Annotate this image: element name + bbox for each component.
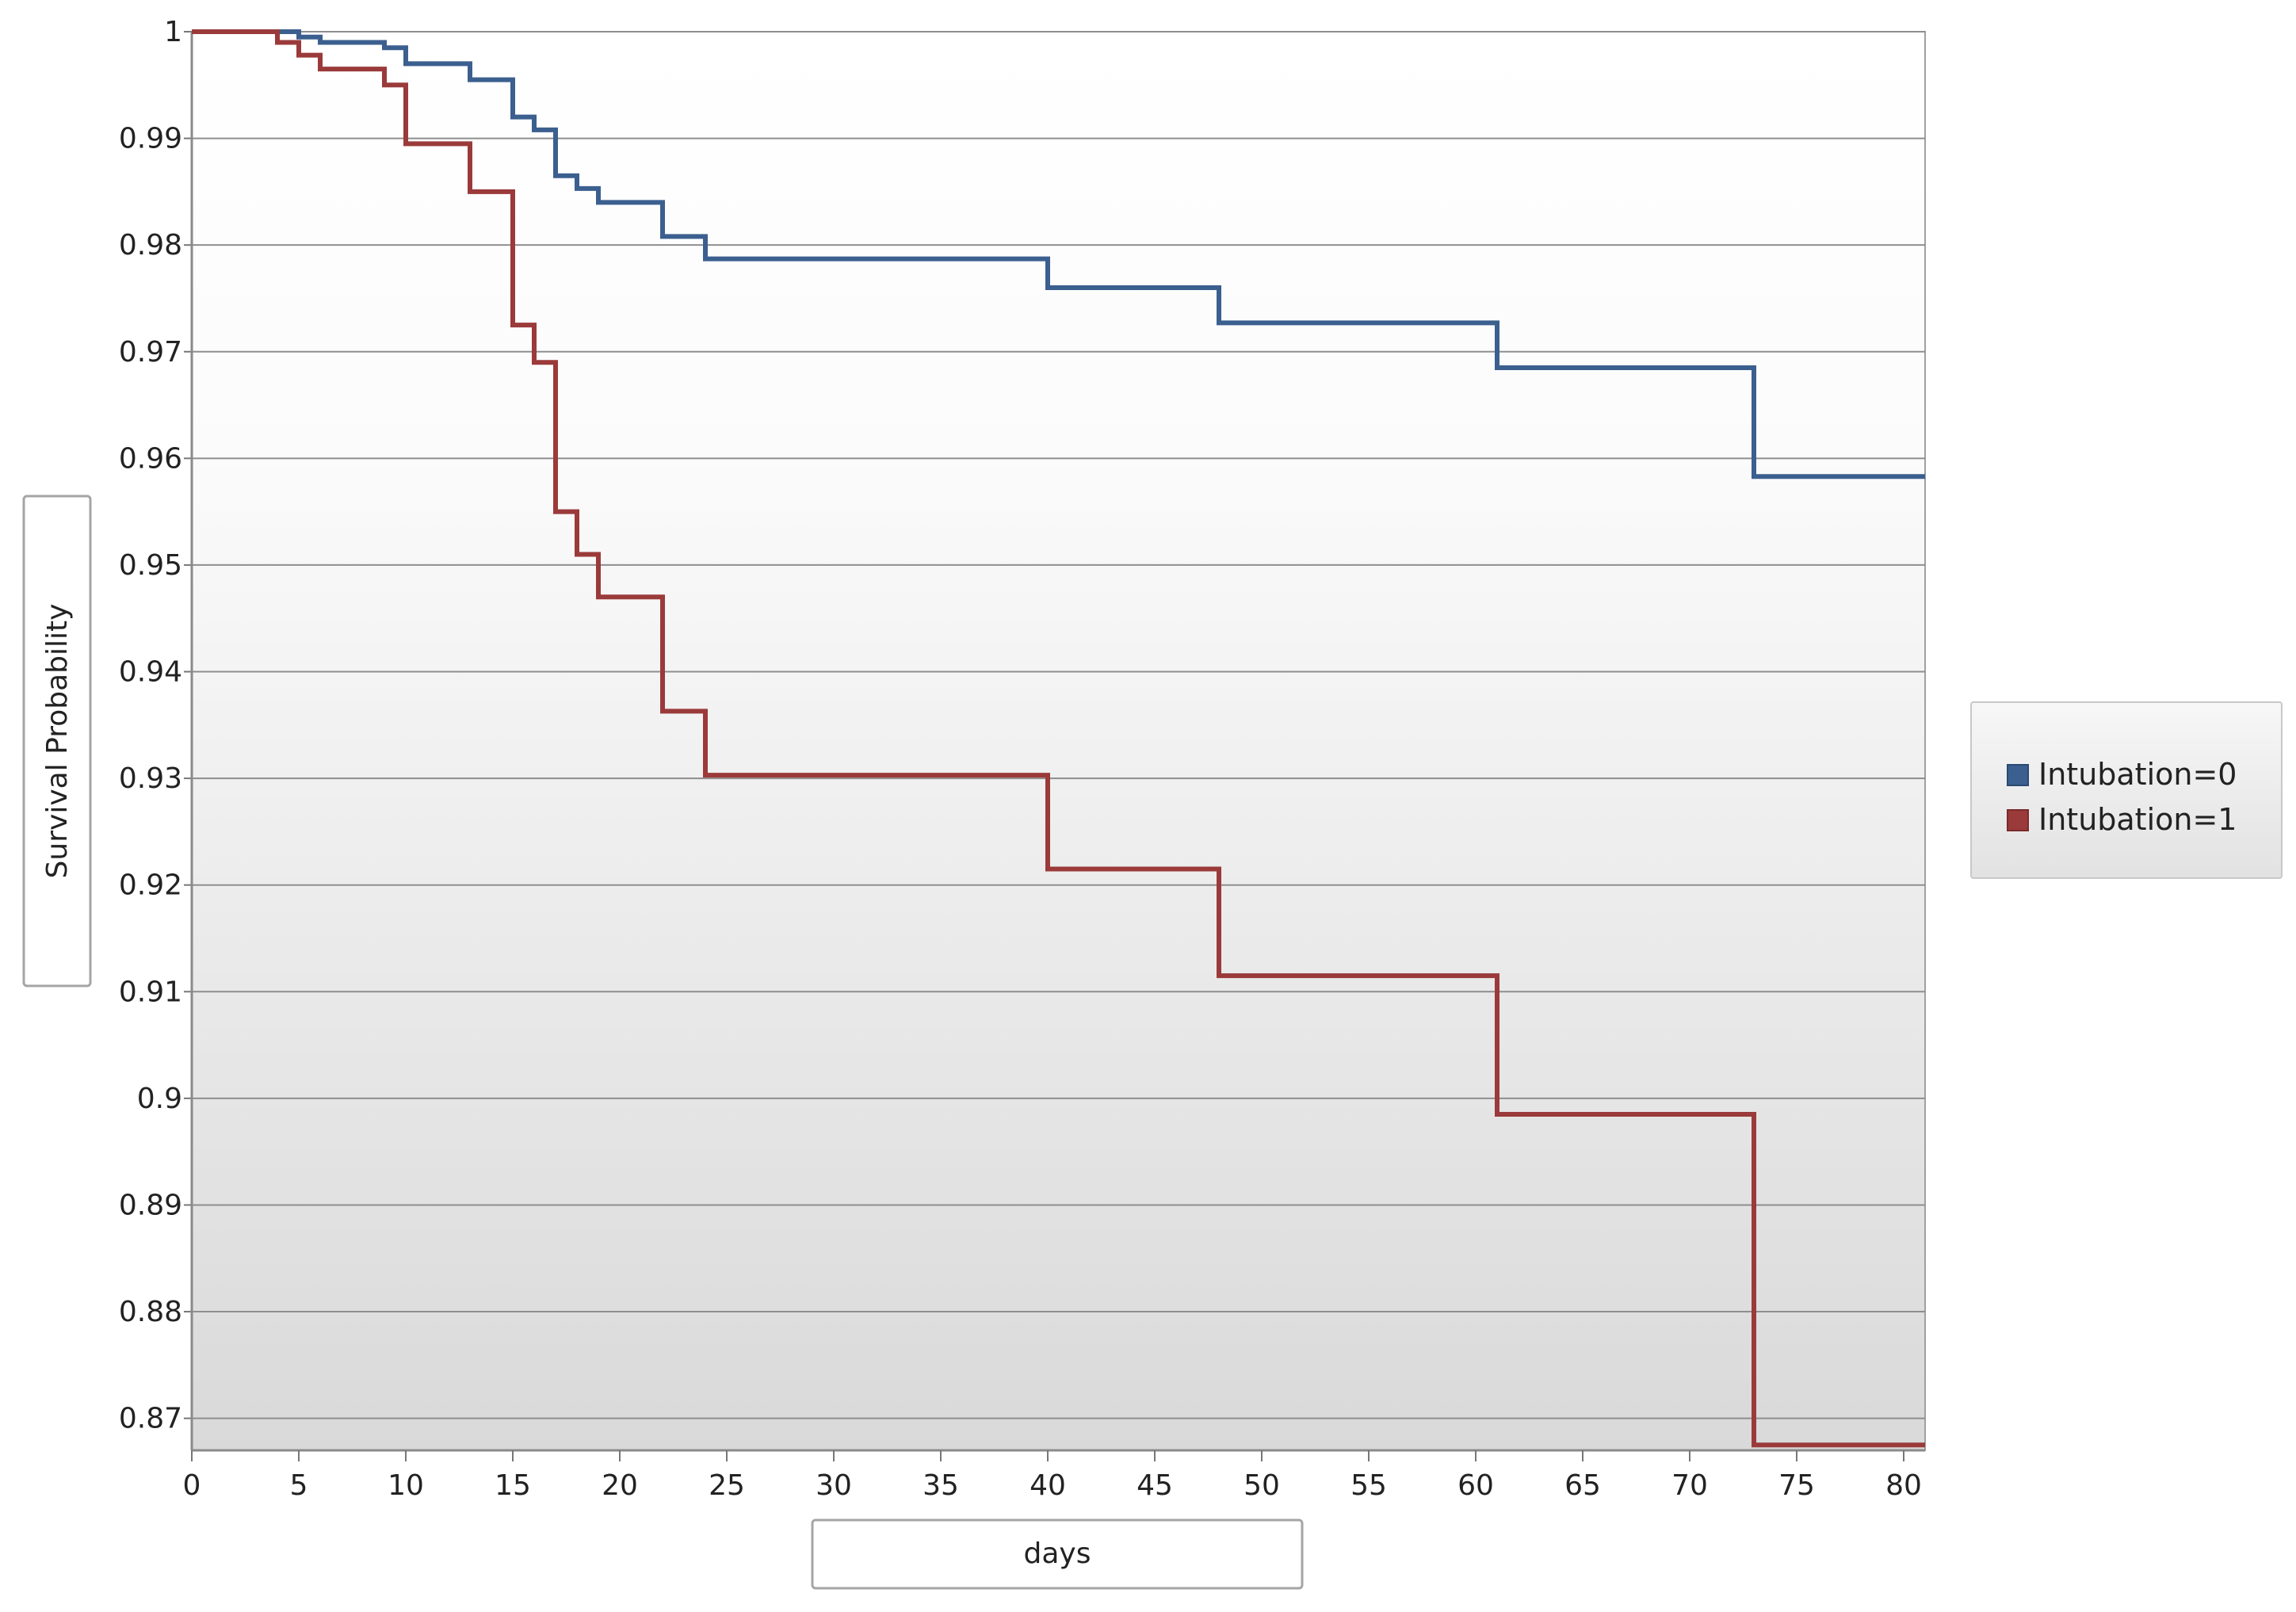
- y-tick-label: 1: [164, 16, 182, 48]
- x-axis: 0 5 10 15 20 25 30 35 40 45 50 55 60 65 70 75 80: [183, 1449, 1925, 1502]
- y-axis: 1 0.99 0.98 0.97 0.96 0.95 0.94 0.93 0.92 0.91 0.9…: [119, 16, 193, 1450]
- y-tick-label: 0.91: [119, 976, 182, 1008]
- y-tick-label: 0.96: [119, 442, 182, 475]
- legend-swatch-intubation-0: [2007, 764, 2029, 786]
- x-tick-label: 55: [1350, 1469, 1387, 1502]
- legend-box: [1970, 701, 2283, 879]
- y-tick-label: 0.9: [137, 1083, 182, 1115]
- legend-swatch-intubation-1: [2007, 809, 2029, 831]
- y-tick-label: 0.95: [119, 549, 182, 582]
- y-tick-label: 0.98: [119, 229, 182, 262]
- series-line-intubation-1: [192, 29, 1925, 1448]
- legend-label-intubation-0: Intubation=0: [2038, 757, 2237, 792]
- x-axis-title: days: [1024, 1538, 1091, 1570]
- x-tick-label: 45: [1137, 1469, 1173, 1502]
- y-tick-label: 0.92: [119, 869, 182, 902]
- x-tick-label: 0: [183, 1469, 201, 1502]
- x-tick-label: 80: [1885, 1469, 1922, 1502]
- x-tick-label: 70: [1671, 1469, 1708, 1502]
- y-tick-label: 0.87: [119, 1403, 182, 1435]
- y-tick-label: 0.89: [119, 1189, 182, 1221]
- x-tick-label: 15: [495, 1469, 531, 1502]
- x-tick-label: 35: [923, 1469, 959, 1502]
- y-tick-label: 0.88: [119, 1296, 182, 1328]
- x-tick-label: 50: [1244, 1469, 1280, 1502]
- x-tick-label: 20: [602, 1469, 638, 1502]
- x-tick-label: 30: [816, 1469, 852, 1502]
- x-tick-label: 10: [388, 1469, 424, 1502]
- x-tick-label: 60: [1457, 1469, 1494, 1502]
- series-line-intubation-0: [192, 29, 1925, 479]
- x-axis-title-box: [811, 1518, 1304, 1590]
- grid-lines: [192, 31, 1925, 1419]
- x-tick-label: 5: [290, 1469, 308, 1502]
- x-tick-label: 65: [1564, 1469, 1601, 1502]
- legend-label-intubation-1: Intubation=1: [2038, 802, 2237, 837]
- y-axis-title-box: [22, 495, 92, 987]
- x-tick-label: 40: [1030, 1469, 1066, 1502]
- y-tick-label: 0.97: [119, 336, 182, 369]
- y-tick-label: 0.99: [119, 123, 182, 155]
- y-tick-label: 0.94: [119, 656, 182, 689]
- legend: Intubation=0 Intubation=1: [1970, 701, 2283, 879]
- series-lines: [192, 29, 1925, 1448]
- x-tick-label: 25: [709, 1469, 745, 1502]
- plot-area: [191, 31, 1926, 1451]
- y-axis-title: Survival Probability: [41, 604, 74, 879]
- y-tick-label: 0.93: [119, 762, 182, 795]
- x-tick-label: 75: [1778, 1469, 1815, 1502]
